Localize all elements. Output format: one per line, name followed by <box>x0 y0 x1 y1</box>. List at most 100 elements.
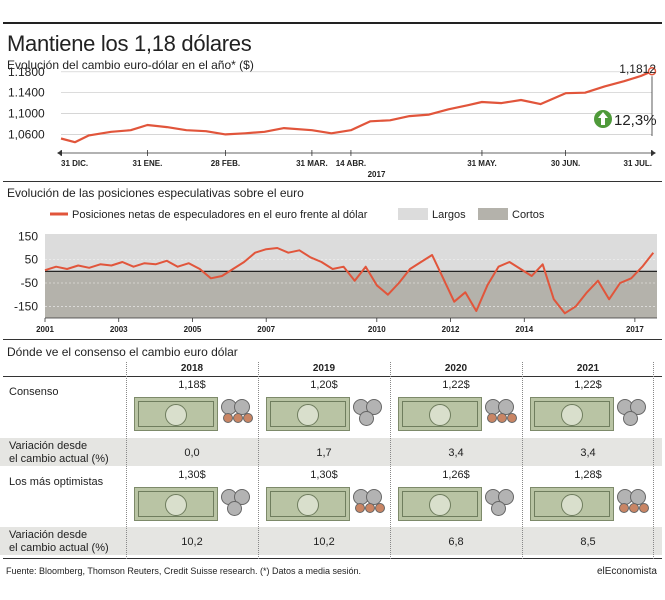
coin-icon <box>223 413 233 423</box>
banknote-icon <box>134 487 218 521</box>
year-column: 2021 1,22$ 3,4 1,28$ 8,5 <box>522 362 654 559</box>
banknote-icon <box>266 397 350 431</box>
x-tick-label: 2010 <box>368 325 386 334</box>
shaded-row-1 <box>0 438 662 466</box>
section-divider-1 <box>3 181 662 182</box>
x-tick-label: 2007 <box>257 325 275 334</box>
zone-cortos <box>45 271 657 318</box>
variacion-value: 0,0 <box>184 447 200 459</box>
label-line-1: Variación desde <box>9 440 88 452</box>
coin-icon <box>365 503 375 513</box>
footer-source: Fuente: Bloomberg, Thomson Reuters, Cred… <box>6 566 361 576</box>
legend-swatch-largos <box>398 208 428 220</box>
table-subtitle: Dónde ve el consenso el cambio euro dóla… <box>7 345 238 359</box>
table-top-rule <box>3 376 662 377</box>
x-tick-label: 31 DIC. <box>61 159 88 168</box>
row-label-variacion-2: Variación desde el cambio actual (%) <box>9 529 109 555</box>
banknote-border <box>138 401 214 427</box>
x-tick-label: 30 JUN. <box>551 159 580 168</box>
optimistas-value: 1,30$ <box>310 469 338 481</box>
up-arrow-glyph <box>598 112 608 125</box>
column-divider <box>126 362 127 559</box>
variacion-value: 3,4 <box>448 447 464 459</box>
coin-icon <box>619 503 629 513</box>
x-tick-label: 2005 <box>184 325 202 334</box>
eurusd-line <box>60 70 653 144</box>
legend-swatch-cortos <box>478 208 508 220</box>
y-tick-label: -150 <box>14 299 38 313</box>
y-tick-label: 1,1000 <box>8 107 45 121</box>
banknote-icon <box>398 487 482 521</box>
banknote-portrait <box>165 494 187 516</box>
change-label: 12,3% <box>614 112 657 129</box>
variacion-value: 10,2 <box>181 536 203 548</box>
coin-icon <box>639 503 649 513</box>
x-tick-label: 31 MAY. <box>467 159 497 168</box>
last-point-marker <box>647 66 657 76</box>
table-bottom-rule <box>3 558 662 559</box>
y-tick-label: 50 <box>25 253 39 267</box>
year-column: 2020 1,22$ 3,4 1,26$ 6,8 <box>390 362 522 559</box>
banknote-border <box>534 401 610 427</box>
y-tick-label: 1.1400 <box>8 86 45 100</box>
year-header: 2021 <box>576 363 600 374</box>
optimistas-value: 1,26$ <box>442 469 470 481</box>
row-label-variacion-1: Variación desde el cambio actual (%) <box>9 440 109 466</box>
banknote-icon <box>398 397 482 431</box>
y-tick-label: 1,0600 <box>8 127 45 141</box>
optimistas-value: 1,28$ <box>574 469 602 481</box>
coin-icon <box>243 413 253 423</box>
speculative-positions-chart: Posiciones netas de especuladores en el … <box>14 208 657 334</box>
y-tick-label: -50 <box>21 276 39 290</box>
chart2-subtitle: Evolución de las posiciones especulativa… <box>7 186 304 200</box>
banknote-icon <box>530 487 614 521</box>
consenso-value: 1,18$ <box>178 379 206 391</box>
page-title: Mantiene los 1,18 dólares <box>7 31 252 56</box>
banknote-portrait <box>429 404 451 426</box>
banknote-icon <box>266 487 350 521</box>
banknote-border <box>270 401 346 427</box>
x-tick-label: 31 MAR. <box>296 159 328 168</box>
legend-label-largos: Largos <box>432 209 466 221</box>
variacion-value: 8,5 <box>580 536 596 548</box>
banknote-portrait <box>297 404 319 426</box>
consenso-value: 1,22$ <box>442 379 470 391</box>
coin-icon <box>629 503 639 513</box>
coin-icon <box>491 501 506 516</box>
column-divider <box>522 362 523 559</box>
net-positions-line <box>44 247 655 315</box>
coin-icon <box>623 411 638 426</box>
coin-icon <box>233 413 243 423</box>
top-rule <box>3 22 662 24</box>
zone-largos <box>45 234 657 272</box>
chart1-subtitle: Evolución del cambio euro-dólar en el añ… <box>7 58 254 72</box>
legend-label-net: Posiciones netas de especuladores en el … <box>72 209 368 221</box>
year-header: 2020 <box>444 363 468 374</box>
variacion-value: 3,4 <box>580 447 596 459</box>
coin-icon <box>487 413 497 423</box>
year-column: 2019 1,20$ 1,7 1,30$ 10,2 <box>258 362 390 559</box>
eurusd-chart: 1.1800 1.1400 1,1000 1,0600 31 DIC. 31 ENE. 28… <box>8 62 657 179</box>
consenso-value: 1,20$ <box>310 379 338 391</box>
coin-icon <box>359 411 374 426</box>
label-line-2: el cambio actual (%) <box>9 542 109 554</box>
optimistas-value: 1,30$ <box>178 469 206 481</box>
x-tick-label: 31 JUL. <box>624 159 652 168</box>
banknote-portrait <box>297 494 319 516</box>
row-label-optimistas: Los más optimistas <box>9 476 104 488</box>
label-line-2: el cambio actual (%) <box>9 453 109 465</box>
row-label-consenso: Consenso <box>9 386 59 398</box>
variacion-value: 10,2 <box>313 536 335 548</box>
banknote-portrait <box>561 494 583 516</box>
section-divider-2 <box>3 339 662 340</box>
banknote-border <box>402 401 478 427</box>
coin-icon <box>497 413 507 423</box>
x-tick-label: 14 ABR. <box>336 159 366 168</box>
label-line-1: Variación desde <box>9 529 88 541</box>
banknote-portrait <box>561 404 583 426</box>
column-divider <box>258 362 259 559</box>
footer-brand: elEconomista <box>596 566 657 577</box>
variacion-value: 6,8 <box>448 536 464 548</box>
